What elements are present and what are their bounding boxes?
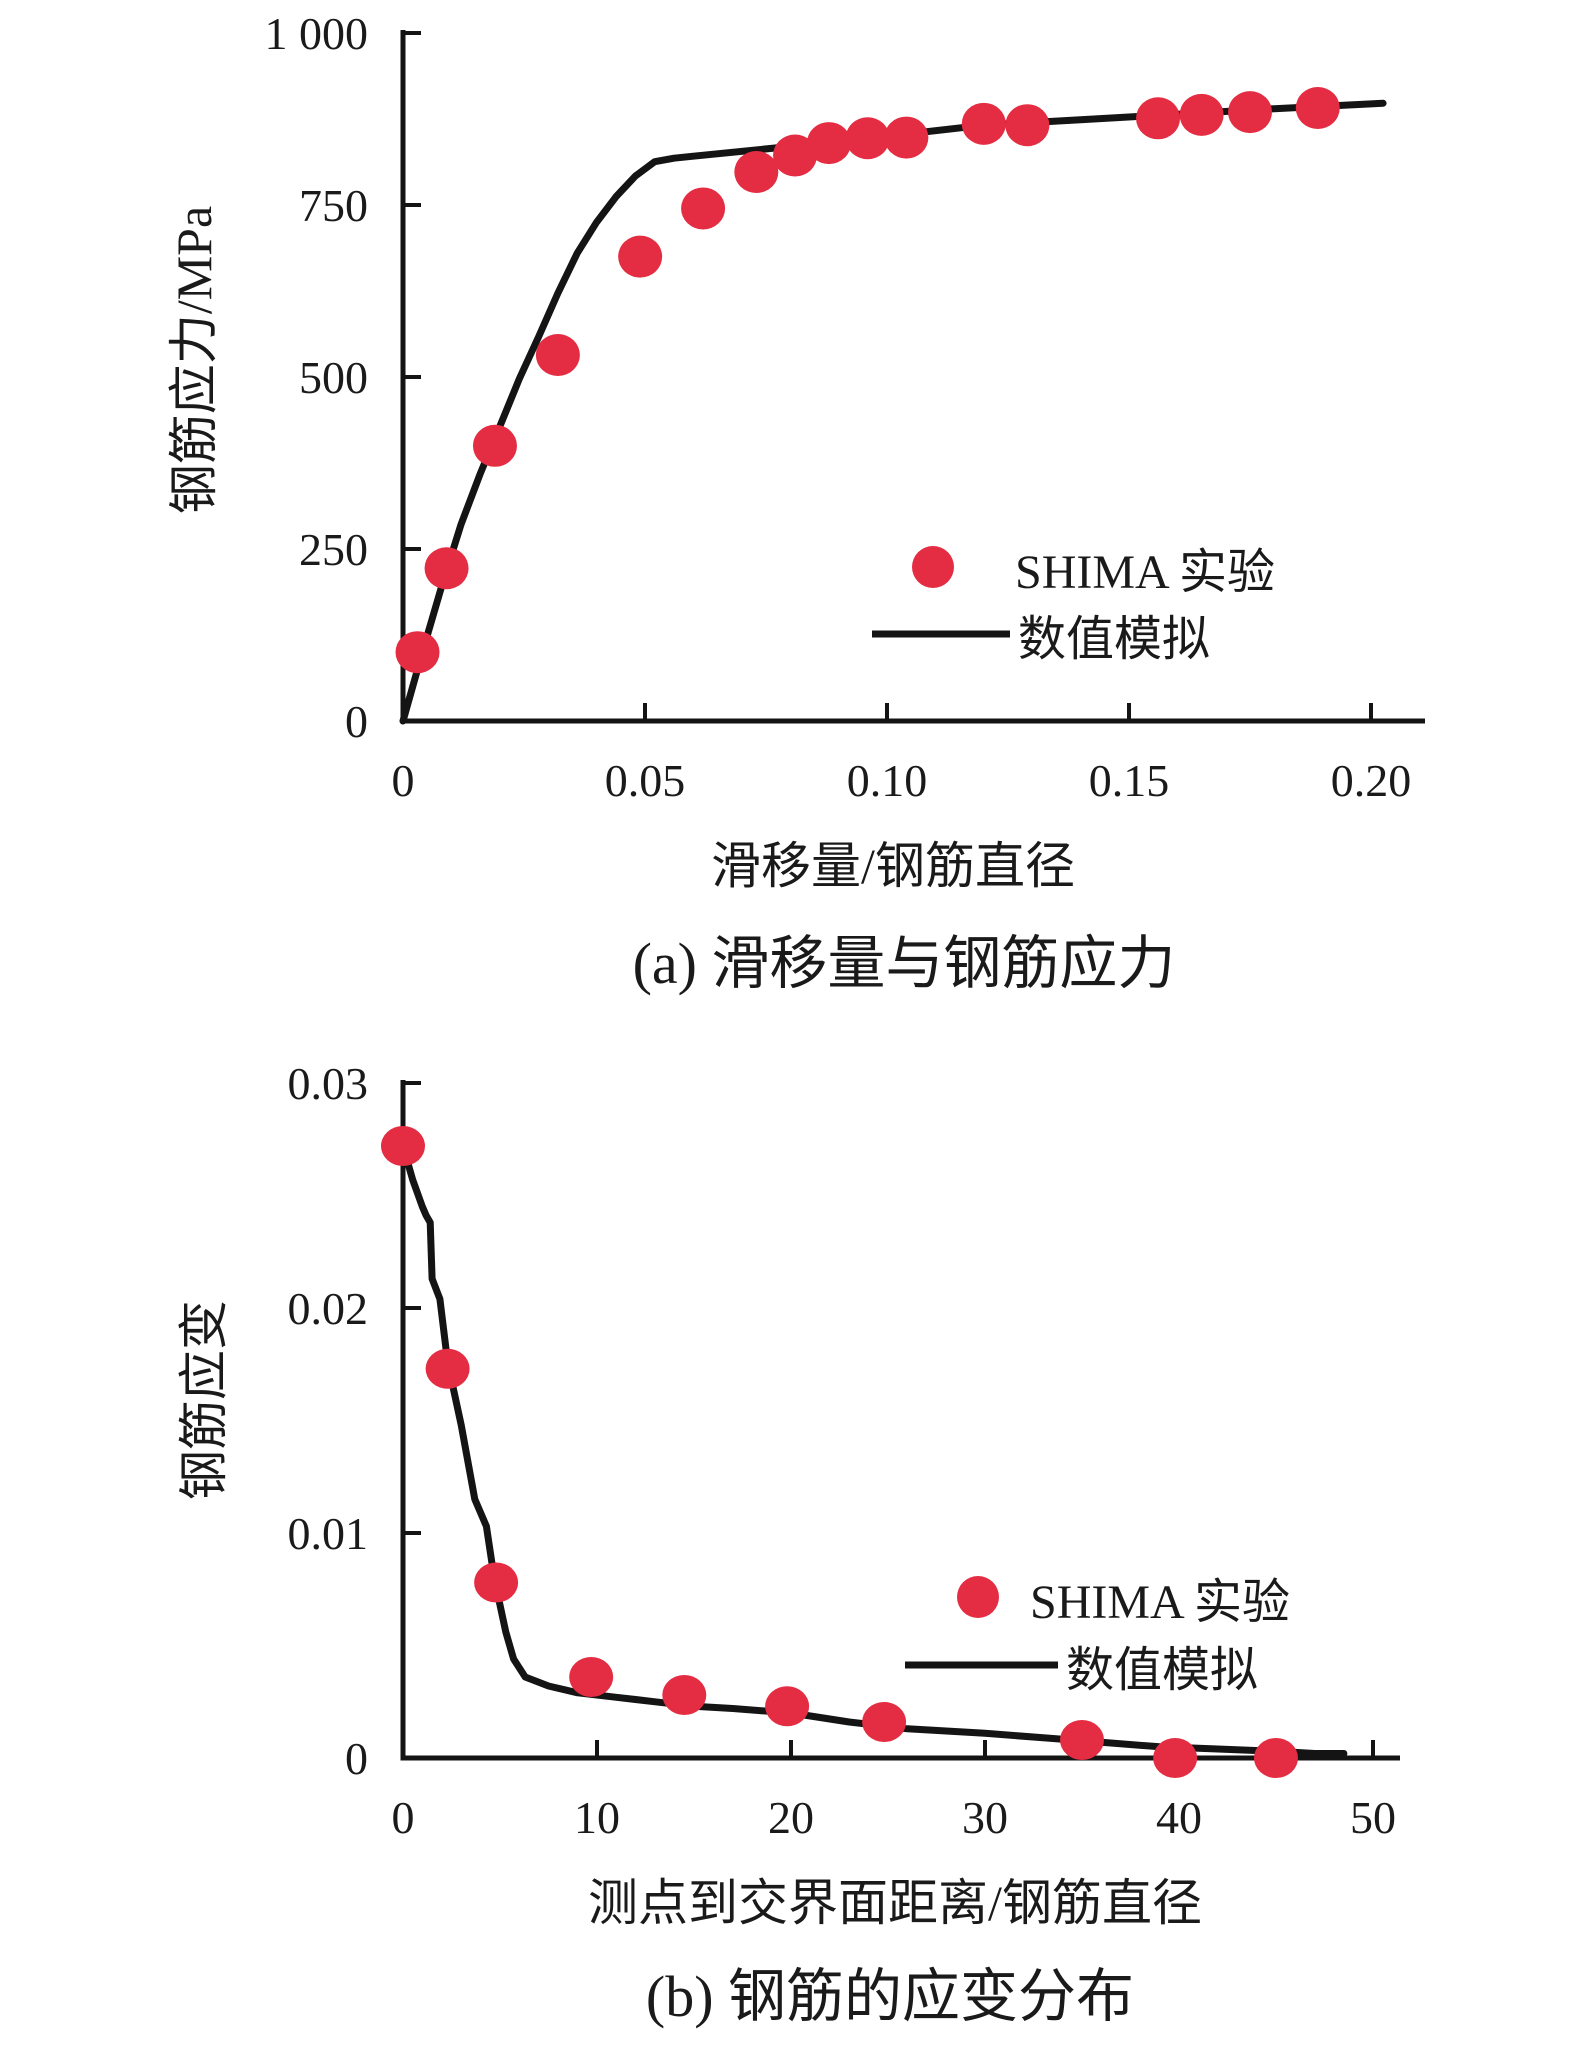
y-tick-label-a: 500 (299, 352, 368, 403)
data-point-b (1060, 1720, 1104, 1760)
x-axis-title-a: 滑移量/钢筋直径 (711, 838, 1075, 894)
data-point-b (765, 1686, 810, 1727)
data-point-b (1153, 1738, 1198, 1778)
caption-a: (a) 滑移量与钢筋应力 (632, 931, 1176, 996)
data-point-a (618, 235, 663, 278)
legend-label-a-simulation: 数值模拟 (1018, 613, 1211, 666)
x-tick-label-b: 30 (962, 1792, 1008, 1843)
caption-b: (b) 钢筋的应变分布 (645, 1964, 1135, 2029)
x-tick-label-b: 10 (574, 1792, 620, 1843)
data-point-b (569, 1657, 614, 1697)
data-point-a (806, 122, 851, 165)
simulation-line-a (399, 99, 1387, 725)
data-point-a (472, 424, 517, 467)
data-point-a (1295, 86, 1340, 129)
data-point-b (662, 1675, 707, 1715)
data-point-a (773, 134, 818, 177)
data-point-a (1005, 104, 1050, 147)
x-tick-label-b: 0 (392, 1792, 415, 1843)
data-point-a (884, 116, 929, 159)
y-tick-label-a: 0 (345, 696, 368, 747)
x-tick-label-b: 50 (1350, 1792, 1396, 1843)
x-tick-label-b: 20 (768, 1792, 814, 1843)
y-tick-label-a: 750 (299, 180, 368, 231)
x-tick-label-a: 0.20 (1331, 755, 1412, 806)
y-tick-label-a: 1 000 (265, 8, 369, 59)
data-point-a (734, 150, 779, 193)
x-tick-label-b: 40 (1156, 1792, 1202, 1843)
y-tick-label-a: 250 (299, 524, 368, 575)
y-tick-label-b: 0.01 (288, 1508, 369, 1559)
y-axis-title-a: 钢筋应力/MPa (166, 205, 222, 515)
y-tick-label-b: 0.03 (288, 1058, 369, 1109)
data-point-a (1136, 97, 1181, 140)
data-point-b (474, 1562, 519, 1603)
y-axis-title-b: 钢筋应变 (176, 1300, 232, 1500)
data-point-b (862, 1702, 907, 1742)
data-point-b (381, 1126, 425, 1166)
data-point-b (425, 1348, 470, 1389)
data-point-a (1179, 93, 1224, 136)
data-point-b (1254, 1738, 1298, 1778)
legend-label-b-experiment: SHIMA 实验 (1030, 1576, 1291, 1629)
data-point-a (535, 333, 580, 376)
y-tick-label-b: 0 (345, 1733, 368, 1784)
data-point-a (845, 117, 890, 160)
x-tick-label-a: 0 (392, 755, 415, 806)
data-point-a (424, 547, 469, 590)
legend-dot-icon-a (912, 546, 954, 588)
legend-label-a-experiment: SHIMA 实验 (1015, 546, 1276, 599)
data-point-a (1228, 91, 1272, 134)
data-point-a (681, 187, 726, 230)
legend-label-b-simulation: 数值模拟 (1066, 1644, 1259, 1697)
data-point-a (961, 102, 1006, 145)
x-tick-label-a: 0.05 (605, 755, 686, 806)
legend-dot-icon-b (957, 1576, 999, 1618)
x-tick-label-a: 0.15 (1089, 755, 1170, 806)
data-point-a (395, 631, 440, 674)
y-tick-label-b: 0.02 (288, 1283, 369, 1334)
x-tick-label-a: 0.10 (847, 755, 928, 806)
x-axis-title-b: 测点到交界面距离/钢筋直径 (588, 1875, 1202, 1931)
